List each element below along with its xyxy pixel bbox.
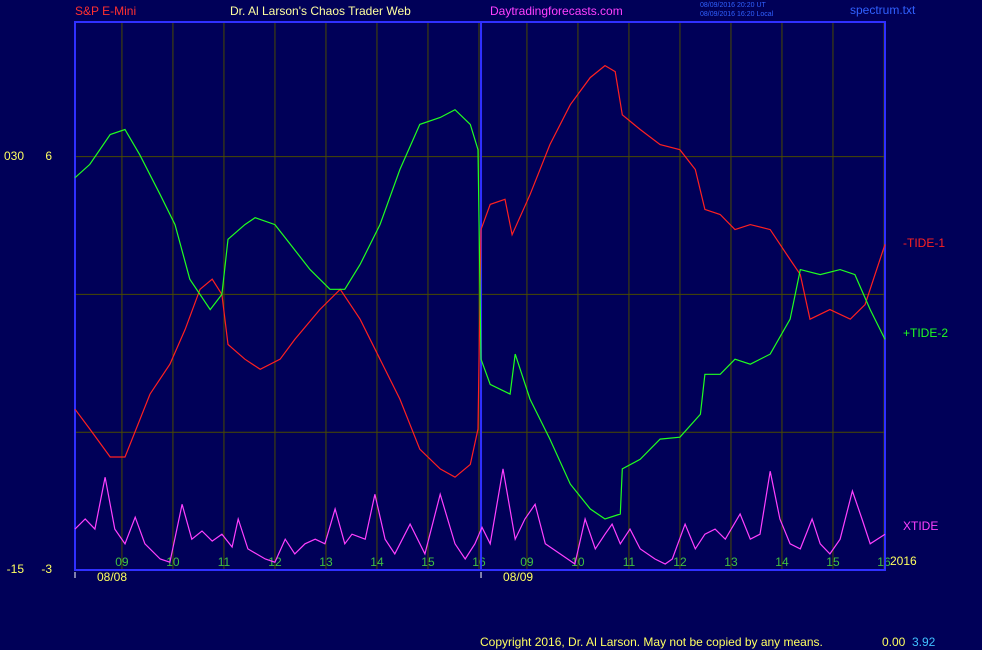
x-tick-label: 13: [724, 555, 738, 569]
x-tick-label: 15: [421, 555, 435, 569]
chart-title: Dr. Al Larson's Chaos Trader Web: [230, 4, 411, 18]
readout: 3.92: [912, 635, 936, 649]
readout: 0.00: [882, 635, 906, 649]
x-tick-label: 09: [115, 555, 129, 569]
x-tick-label: 14: [370, 555, 384, 569]
x-tick-label: 16: [472, 555, 486, 569]
legend-label: +TIDE-2: [903, 326, 948, 340]
timestamp: 08/09/2016 16:20 Local: [700, 11, 774, 18]
y-tick-label: 6: [45, 149, 52, 163]
x-tick-label: 13: [319, 555, 333, 569]
legend-label: -TIDE-1: [903, 236, 945, 250]
timestamp: 08/09/2016 20:20 UT: [700, 2, 766, 9]
series-line: [74, 64, 886, 478]
x-tick-label: 12: [673, 555, 687, 569]
year-label: 2016: [890, 554, 917, 568]
date-label: 08/09: [503, 570, 533, 584]
site: Daytradingforecasts.com: [490, 4, 623, 18]
y-tick-label: -3: [41, 562, 52, 576]
x-tick-label: 10: [571, 555, 585, 569]
x-tick-label: 11: [623, 555, 636, 569]
y2-tick-label: -15: [7, 562, 25, 576]
y2-tick-label: 030: [4, 149, 24, 163]
subtitle: S&P E-Mini: [75, 4, 136, 18]
plot-border: [74, 21, 886, 571]
x-tick-label: 11: [218, 555, 231, 569]
date-label: 08/08: [97, 570, 127, 584]
series-line: [74, 468, 886, 565]
x-tick-label: 09: [520, 555, 534, 569]
copyright: Copyright 2016, Dr. Al Larson. May not b…: [480, 635, 823, 649]
x-tick-label: 10: [166, 555, 180, 569]
file-name: spectrum.txt: [850, 3, 916, 17]
series-line: [74, 108, 886, 520]
x-tick-label: 14: [775, 555, 789, 569]
x-tick-label: 15: [826, 555, 840, 569]
legend-label: XTIDE: [903, 519, 938, 533]
